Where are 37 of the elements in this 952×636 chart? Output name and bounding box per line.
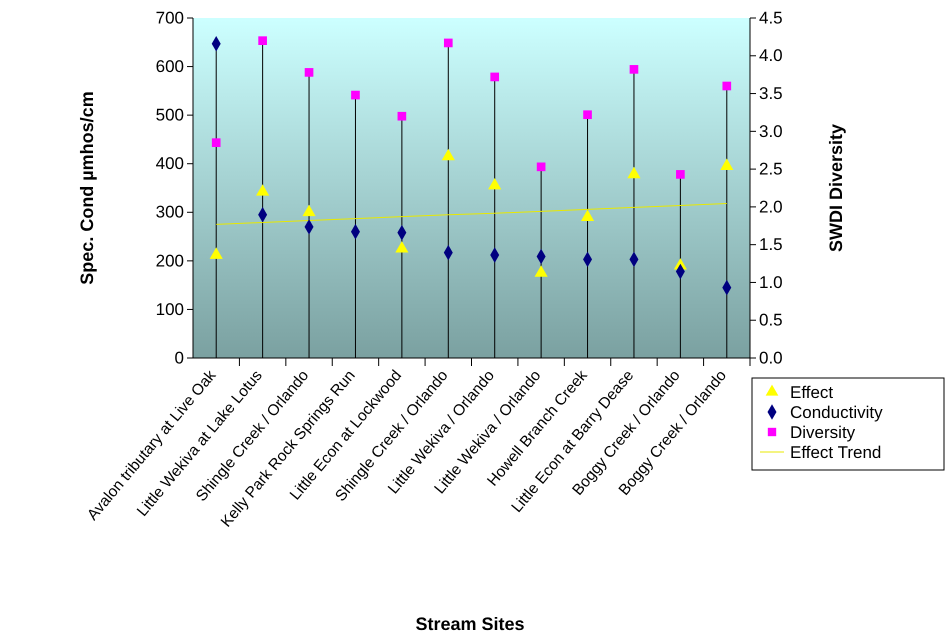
y-tick-label: 400 (156, 154, 184, 174)
y-tick-label: 200 (156, 251, 184, 270)
y-tick-label: 600 (156, 57, 184, 76)
y2-tick-label: 0.5 (759, 310, 783, 330)
y2-tick-label: 3.5 (759, 84, 783, 103)
y-tick-label: 700 (156, 8, 184, 28)
point (351, 90, 360, 100)
y-tick-label: 100 (156, 300, 184, 319)
legend-label: Effect (790, 383, 834, 402)
y2-tick-label: 0.0 (759, 348, 783, 368)
point (676, 170, 685, 179)
y2-tick-label: 4.0 (759, 46, 783, 66)
point (490, 72, 500, 82)
point (304, 68, 314, 77)
legend-label: Diversity (790, 423, 856, 442)
point (722, 82, 732, 90)
y-axis-title: Spec. Cond µmhos/cm (77, 91, 97, 285)
y2-tick-label: 2.0 (759, 197, 783, 216)
point (398, 112, 406, 121)
y2-tick-label: 2.5 (759, 160, 783, 179)
point (630, 65, 638, 74)
point (583, 110, 592, 120)
point (212, 138, 221, 147)
legend-label: Effect Trend (790, 443, 882, 462)
y2-tick-label: 1.5 (759, 235, 783, 254)
legend-label: Conductivity (790, 403, 884, 422)
x-axis-title: Stream Sites (415, 614, 525, 634)
y-tick-label: 0 (174, 348, 184, 368)
y2-tick-label: 3.0 (759, 122, 783, 141)
y-tick-label: 300 (156, 202, 184, 222)
y-tick-label: 500 (156, 106, 184, 125)
point (536, 162, 546, 172)
point (258, 36, 267, 45)
point (444, 38, 453, 48)
y2-axis-title: SWDI Diversity (826, 124, 846, 252)
y2-tick-label: 1.0 (759, 272, 783, 292)
y2-tick-label: 4.5 (759, 8, 783, 28)
